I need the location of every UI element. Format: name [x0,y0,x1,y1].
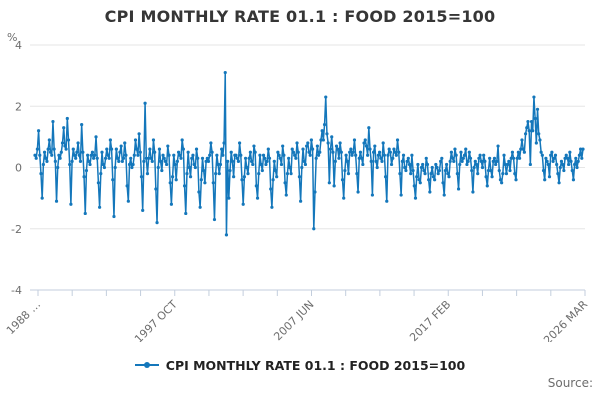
y-axis-unit-label: % [7,31,17,44]
legend-label: CPI MONTHLY RATE 01.1 : FOOD 2015=100 [165,357,466,373]
y-axis-labels: 4 2 0 -2 -4 [11,39,22,297]
legend[interactable]: CPI MONTHLY RATE 01.1 : FOOD 2015=100 [0,356,600,374]
svg-text:-2: -2 [11,223,22,236]
gridlines [30,44,585,291]
svg-text:4: 4 [15,39,22,52]
svg-text:2026 MAR: 2026 MAR [541,298,590,342]
svg-text:0: 0 [15,162,22,175]
svg-text:2017 FEB: 2017 FEB [407,298,453,342]
data-series-line[interactable] [33,70,585,237]
svg-text:1997 OCT: 1997 OCT [132,298,180,342]
x-axis-labels: 1988 … 1997 OCT 2007 JUN 2017 FEB 2026 MAR [4,298,590,342]
chart-title: CPI MONTHLY RATE 01.1 : FOOD 2015=100 [104,7,496,26]
svg-text:-4: -4 [11,284,22,297]
chart-canvas[interactable]: 4 2 0 -2 -4% 1988 … 1997 OCT 2007 JUN 2017 FEB 20… [0,30,600,342]
x-axis [30,289,586,296]
legend-line-marker-icon [134,362,159,368]
svg-text:1988 …: 1988 … [4,298,43,337]
svg-text:2007 JUN: 2007 JUN [271,298,316,342]
source-label: Source: [547,376,593,390]
svg-text:2: 2 [15,100,22,113]
